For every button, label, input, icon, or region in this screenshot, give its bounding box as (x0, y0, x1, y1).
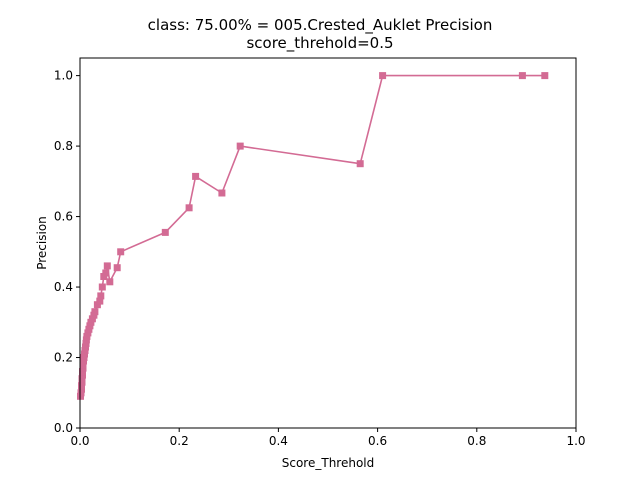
data-point-marker (93, 301, 101, 309)
data-point-marker (185, 204, 193, 212)
data-point-marker (79, 361, 87, 369)
data-point-marker (98, 283, 106, 291)
x-tick-label: 0.2 (170, 434, 189, 448)
data-point-marker (518, 72, 526, 80)
data-point-marker (541, 72, 549, 80)
data-point-marker (96, 297, 104, 305)
x-tick-label: 0.4 (269, 434, 288, 448)
chart-subtitle: score_threhold=0.5 (246, 34, 394, 52)
y-tick-label: 1.0 (54, 69, 73, 83)
y-axis-label: Precision (35, 216, 49, 270)
series-line (79, 74, 545, 397)
data-point-marker (97, 292, 105, 300)
y-tick-label: 0.2 (54, 351, 73, 365)
x-axis-label: Score_Threhold (281, 456, 375, 470)
data-point-marker (236, 142, 244, 150)
data-point-marker (102, 269, 110, 277)
data-point-marker (161, 228, 169, 236)
data-point-marker (77, 389, 85, 397)
data-point-marker (192, 172, 200, 180)
data-point-marker (91, 308, 99, 316)
data-point-marker (113, 264, 121, 272)
tick-layer: 0.0 0.2 0.4 0.6 0.8 1.0 0.0 0.2 0.4 0.6 0.8 1.0 (54, 69, 586, 448)
data-point-marker (379, 72, 387, 80)
x-tick-label: 0.8 (467, 434, 486, 448)
y-tick-label: 0.4 (54, 280, 73, 294)
chart-title: class: 75.00% = 005.Crested_Auklet Preci… (147, 16, 493, 34)
y-tick-label: 0.0 (54, 421, 73, 435)
data-point-marker (106, 278, 114, 286)
data-point-marker (84, 329, 92, 337)
data-point-marker (82, 343, 89, 351)
y-tick-label: 0.8 (54, 139, 73, 153)
axes-frame (79, 57, 577, 429)
data-point-marker (88, 315, 96, 323)
data-point-marker (103, 262, 111, 270)
series-layer (77, 72, 549, 400)
x-tick-label: 0.0 (70, 434, 89, 448)
x-tick-label: 0.6 (368, 434, 387, 448)
data-point-marker (356, 160, 364, 168)
data-point-marker (117, 248, 125, 256)
data-point-marker (78, 375, 86, 383)
y-tick-label: 0.6 (54, 210, 73, 224)
data-point-marker (218, 189, 226, 197)
x-tick-label: 1.0 (566, 434, 585, 448)
